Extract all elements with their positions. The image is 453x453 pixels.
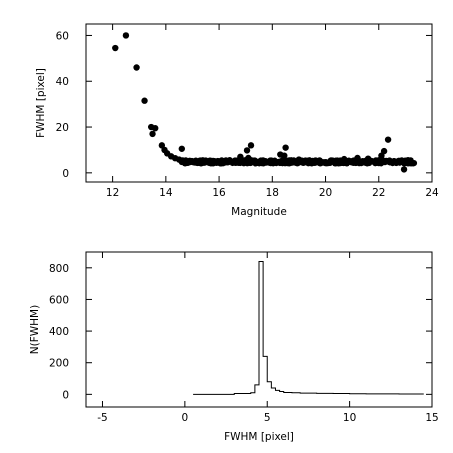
data-point xyxy=(384,136,392,143)
data-point xyxy=(112,44,119,52)
data-point xyxy=(364,155,372,162)
data-point xyxy=(282,144,289,151)
data-point xyxy=(404,157,412,164)
x-axis-label: Magnitude xyxy=(231,206,287,218)
data-point xyxy=(279,160,286,167)
data-point xyxy=(247,142,255,149)
data-point xyxy=(333,160,340,167)
x-tick-label: 5 xyxy=(264,412,271,424)
data-point xyxy=(312,157,319,164)
data-point xyxy=(359,158,366,165)
data-point xyxy=(245,154,252,162)
histogram-panel: -5 0 5 10 15 0 200 400 600 800 FWHM [pixel] N(FWH… xyxy=(29,251,439,443)
data-point xyxy=(149,130,156,138)
x-tick-label: 10 xyxy=(343,412,356,424)
x-tick-label: 12 xyxy=(106,187,119,199)
data-point xyxy=(133,64,140,71)
data-point xyxy=(281,152,288,159)
x-tick-label: 18 xyxy=(266,187,279,199)
data-point xyxy=(237,153,244,161)
x-tick-label: 14 xyxy=(159,187,173,199)
data-point xyxy=(226,157,233,164)
data-point xyxy=(255,158,262,165)
y-tick-label: 0 xyxy=(62,389,69,401)
histogram-ticks: -5 0 5 10 15 0 200 400 600 800 xyxy=(49,252,439,424)
data-point xyxy=(306,158,313,165)
x-axis-label: FWHM [pixel] xyxy=(224,431,294,443)
data-point xyxy=(202,157,209,164)
data-point xyxy=(268,157,275,165)
data-point xyxy=(260,160,267,167)
data-point xyxy=(141,97,148,104)
data-point xyxy=(178,145,186,152)
scatter-panel: 12 14 16 18 20 22 24 0 20 40 60 Magnitude FWHM [pi… xyxy=(35,23,439,218)
scatter-marks xyxy=(112,32,418,173)
y-tick-label: 40 xyxy=(56,76,69,88)
data-point xyxy=(194,158,201,166)
y-tick-label: 0 xyxy=(62,168,69,180)
y-tick-label: 600 xyxy=(49,294,69,306)
x-tick-label: 24 xyxy=(425,187,439,199)
y-tick-label: 60 xyxy=(56,30,69,42)
data-point xyxy=(295,156,303,163)
data-point xyxy=(243,147,251,154)
data-point xyxy=(354,154,361,162)
data-point xyxy=(323,159,331,167)
data-point xyxy=(380,147,388,155)
histogram-plot-frame xyxy=(85,251,433,408)
data-point xyxy=(175,156,183,163)
y-axis-label: FWHM [pixel] xyxy=(35,68,47,138)
scatter-plot-frame xyxy=(85,23,433,183)
data-point xyxy=(393,159,400,166)
y-axis-label: N(FWHM) xyxy=(29,305,41,354)
data-point xyxy=(410,160,417,167)
x-tick-label: 22 xyxy=(372,187,385,199)
y-tick-label: 400 xyxy=(49,326,69,338)
data-point xyxy=(377,157,385,164)
x-tick-label: 20 xyxy=(319,187,332,199)
scatter-ticks: 12 14 16 18 20 22 24 0 20 40 60 xyxy=(56,24,439,199)
y-tick-label: 200 xyxy=(49,358,69,370)
y-tick-label: 20 xyxy=(56,122,69,134)
x-tick-label: -5 xyxy=(97,412,107,424)
y-tick-label: 800 xyxy=(49,263,69,275)
data-point xyxy=(340,155,348,163)
x-tick-label: 0 xyxy=(182,412,189,424)
data-point xyxy=(385,158,392,165)
data-point xyxy=(152,124,159,132)
data-point xyxy=(286,157,293,164)
data-point xyxy=(211,157,218,165)
histogram-step-line xyxy=(193,260,424,395)
data-point xyxy=(122,32,130,39)
x-tick-label: 16 xyxy=(212,187,226,199)
data-point xyxy=(373,158,380,165)
data-point xyxy=(400,166,408,173)
x-tick-label: 15 xyxy=(425,412,438,424)
